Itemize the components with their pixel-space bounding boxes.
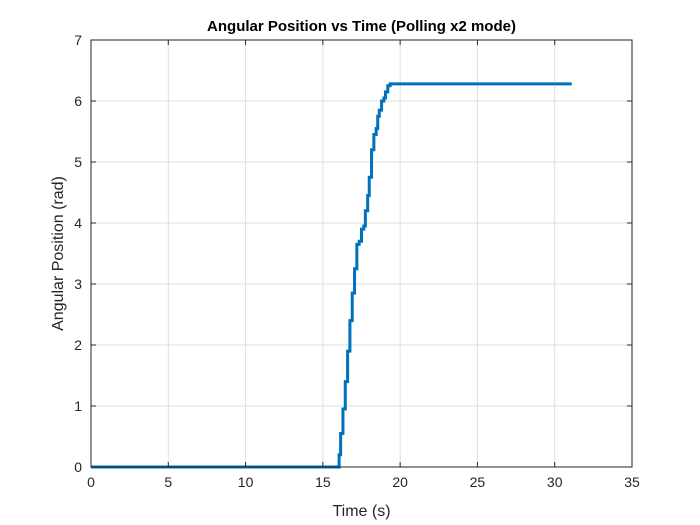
y-tick-label: 7 [74,32,82,48]
y-axis-label: Angular Position (rad) [50,176,67,331]
y-tick-label: 1 [74,398,82,414]
x-tick-labels: 0 5 10 15 20 25 30 35 [87,474,640,490]
y-tick-label: 0 [74,459,82,475]
x-tick-label: 20 [392,474,408,490]
grid [90,39,633,468]
plot-area [91,40,632,467]
x-tick-label: 0 [87,474,95,490]
x-tick-label: 5 [164,474,172,490]
x-tick-label: 15 [315,474,331,490]
y-tick-label: 5 [74,154,82,170]
series-line [91,82,572,469]
x-tick-label: 25 [470,474,486,490]
x-tick-label: 10 [238,474,254,490]
y-tick-labels: 0 1 2 3 4 5 6 7 [74,32,82,475]
chart-title: Angular Position vs Time (Polling x2 mod… [207,18,516,35]
y-tick-label: 3 [74,276,82,292]
x-axis-label: Time (s) [332,503,390,520]
y-tick-label: 4 [74,215,82,231]
x-tick-label: 30 [547,474,563,490]
series-layer [91,82,572,469]
x-tick-label: 35 [624,474,640,490]
ticks [90,39,633,468]
axes-box [90,39,633,468]
y-tick-label: 6 [74,93,82,109]
y-tick-label: 2 [74,337,82,353]
